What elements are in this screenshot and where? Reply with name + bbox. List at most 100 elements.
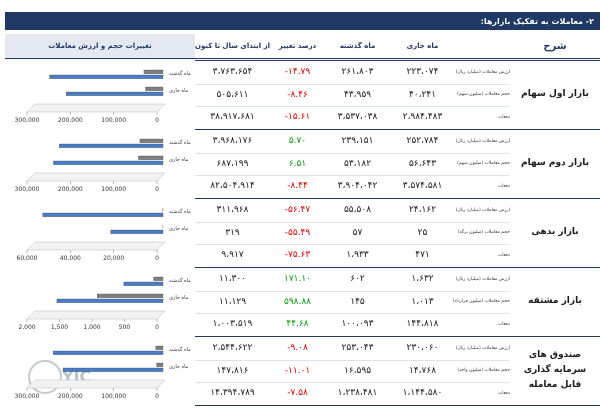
cell-current: ۱،۶۳۲ <box>411 274 434 284</box>
row-label: حجم معاملات (میلیون قرارداد) <box>452 299 510 304</box>
cell-ytd: ۲،۵۴۴،۶۲۲ <box>212 343 253 353</box>
market-name: بازار مشتقه <box>528 296 582 306</box>
cell-ytd: ۳،۹۶۸،۱۷۶ <box>212 136 253 146</box>
cell-ytd: ۶۸۷،۱۹۹ <box>216 158 249 169</box>
x-tick-label: 500 <box>119 324 131 331</box>
bottom-line <box>195 405 600 406</box>
column-header: درصد تغییر <box>278 42 317 50</box>
mini-chart: 0 100,000 200,000 300,000 ماه گذشته ماه جاری <box>15 69 191 124</box>
title: ۲- معاملات به تفکیک بازارها: <box>480 16 594 26</box>
mini-chart: 0 100,000 200,000 300,000 ماه گذشته ماه جاری <box>15 345 191 400</box>
market-name: بازار دوم سهام <box>520 158 590 168</box>
cell-ytd: ۱۱،۱۲۹ <box>218 296 247 307</box>
cell-change: ۴۴.۶۸ <box>286 319 309 329</box>
cell-current: ۱،۱۴۴،۵۸۰ <box>402 388 443 398</box>
bar <box>63 367 164 372</box>
cell-current: ۴۷۱ <box>415 250 430 260</box>
cell-previous: ۳،۹۰۴،۰۴۲ <box>337 181 378 191</box>
cell-previous: ۴۳،۹۵۹ <box>343 89 372 100</box>
cell-change: ۵.۷۰ <box>288 136 307 146</box>
bar <box>153 276 164 281</box>
chart-header-bg <box>5 34 195 58</box>
bar <box>53 350 164 355</box>
bar <box>139 138 164 143</box>
market-name: صندوق های سرمایه گذاری قابل معامله <box>523 350 587 390</box>
cell-current: ۲۲۳،۰۷۴ <box>406 67 439 77</box>
category-label: ماه جاری <box>169 226 189 232</box>
cell-previous: ۲۵۳،۰۴۳ <box>341 343 374 353</box>
cell-current: ۲،۹۸۴،۴۸۳ <box>402 112 443 122</box>
title-bar <box>5 12 600 30</box>
cell-change: ۹.۰۸- <box>287 343 308 353</box>
subrow-line <box>195 313 510 314</box>
bar <box>110 229 164 234</box>
subrow-line <box>195 290 510 292</box>
subrow-line <box>195 359 510 361</box>
x-tick-label: 200,000 <box>58 117 83 124</box>
row-label: دفعات <box>498 114 510 120</box>
cell-previous: ۳،۵۳۷،۰۳۸ <box>337 112 378 122</box>
column-header: تغییرات حجم و ارزش معاملات <box>48 42 152 50</box>
bar <box>143 69 164 74</box>
row-label: ارزش معاملات (میلیارد ریال) <box>455 276 510 282</box>
x-tick-label: 1,000 <box>83 324 100 331</box>
cell-previous: ۱،۲۳۸،۴۸۱ <box>337 388 378 398</box>
bar <box>156 362 164 367</box>
cell-change: ۵۵.۴۹- <box>284 227 311 238</box>
subrow-line <box>195 175 510 176</box>
category-label: ماه گذشته <box>169 208 191 215</box>
category-label: ماه جاری <box>169 364 189 370</box>
column-header: شرح <box>543 40 567 52</box>
row-label: دفعات <box>498 252 510 258</box>
chart-floor <box>26 103 166 113</box>
x-tick-label: 0 <box>155 393 159 400</box>
subrow-line <box>195 106 510 107</box>
category-label: ماه جاری <box>169 157 189 163</box>
bar <box>53 160 164 165</box>
x-tick-label: 60,000 <box>17 255 38 262</box>
row-label: دفعات <box>498 183 510 189</box>
row-separator <box>195 336 600 337</box>
cell-current: ۲۵۲،۷۸۴ <box>406 136 439 146</box>
cell-current: ۲۳۰،۰۶۰ <box>406 343 439 353</box>
bar <box>59 143 164 148</box>
bar <box>49 74 164 79</box>
cell-change: ۵۶.۴۷- <box>284 205 311 215</box>
cell-ytd: ۸۲،۵۰۴،۹۱۴ <box>210 181 255 191</box>
chart-floor <box>26 379 166 389</box>
mini-chart: 0 500 1,000 1,500 2,000 ماه گذشته ماه جاری <box>18 276 191 331</box>
cell-current: ۵۶،۶۴۳ <box>408 158 437 169</box>
cell-ytd: ۱۴،۳۹۴،۷۸۹ <box>210 388 255 398</box>
bar <box>145 86 164 91</box>
bar <box>138 155 164 160</box>
bar <box>42 212 164 217</box>
cell-ytd: ۳۱۱،۹۶۸ <box>216 205 249 215</box>
header-line <box>5 58 600 59</box>
x-tick-label: 300,000 <box>15 186 40 193</box>
cell-previous: ۵۳،۱۸۲ <box>343 158 372 169</box>
cell-change: ۵۹۸.۸۸ <box>283 296 312 307</box>
cell-change: ۱۴.۷۹- <box>284 67 311 77</box>
cell-ytd: ۳۸،۹۱۷،۶۸۱ <box>210 112 255 122</box>
x-tick-label: 0 <box>155 255 159 262</box>
cell-previous: ۱۰۰،۰۹۳ <box>341 319 374 329</box>
cell-current: ۱۴،۷۶۸ <box>408 365 437 376</box>
chart-floor <box>26 310 166 320</box>
cell-change: ۸.۴۴- <box>287 181 308 191</box>
x-tick-label: 200,000 <box>58 186 83 193</box>
mini-chart: 0 100,000 200,000 300,000 ماه گذشته ماه جاری <box>15 138 191 193</box>
row-label: ارزش معاملات (میلیارد ریال) <box>455 345 510 351</box>
market-name: بازار اول سهام <box>521 89 589 99</box>
category-label: ماه جاری <box>169 88 189 94</box>
cell-change: ۶.۵۱ <box>288 158 307 169</box>
x-tick-label: 20,000 <box>103 255 124 262</box>
row-label: دفعات <box>498 390 510 396</box>
row-label: ارزش معاملات (میلیارد ریال) <box>455 69 510 75</box>
bar <box>66 91 164 96</box>
category-label: ماه جاری <box>169 295 189 301</box>
row-label: ارزش معاملات (میلیارد ریال) <box>455 138 510 144</box>
row-separator <box>195 198 600 199</box>
x-tick-label: 0 <box>155 324 159 331</box>
subrow-line <box>195 152 510 154</box>
row-separator <box>195 267 600 268</box>
